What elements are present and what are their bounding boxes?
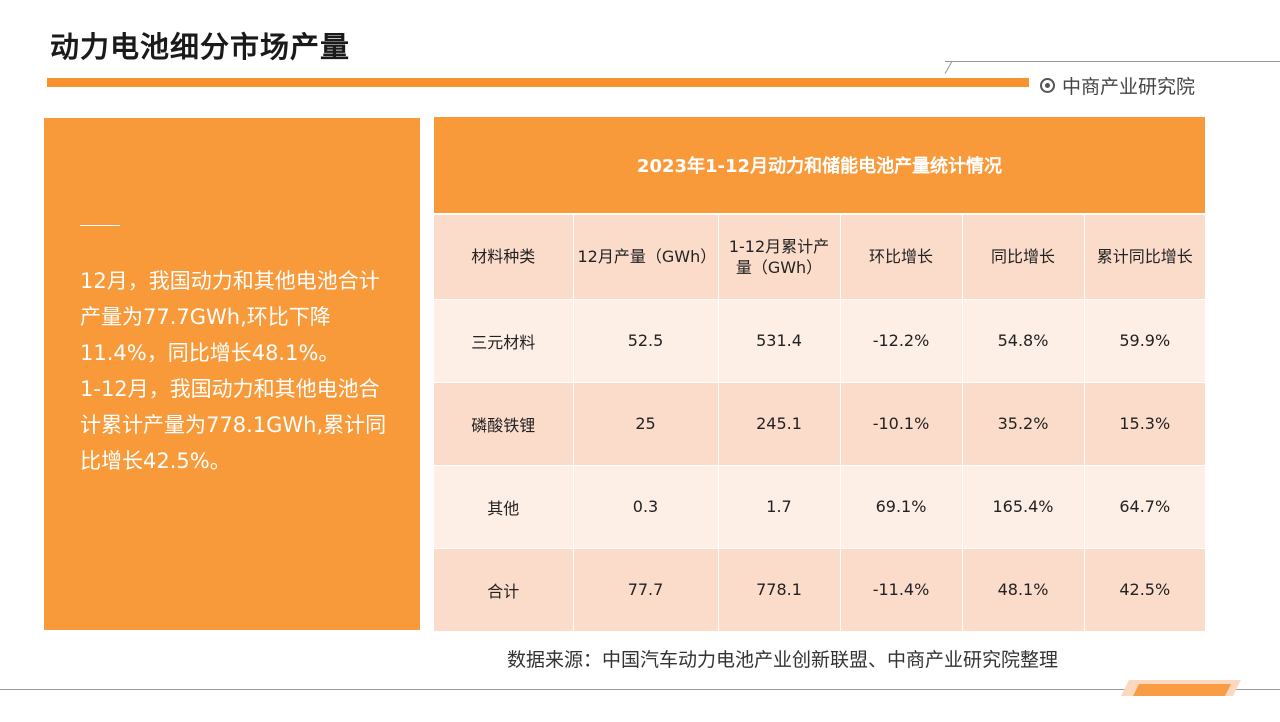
cell-dec-output: 77.7 <box>573 548 719 632</box>
header-divider-line <box>945 61 1280 62</box>
page-title: 动力电池细分市场产量 <box>50 30 351 64</box>
data-source-note: 数据来源：中国汽车动力电池产业创新联盟、中商产业研究院整理 <box>507 649 1059 671</box>
header-mom-growth: 环比增长 <box>840 215 963 300</box>
title-accent-bar <box>47 78 1029 87</box>
header-yoy-growth: 同比增长 <box>962 215 1085 300</box>
cell-dec-output: 52.5 <box>573 299 719 383</box>
cell-cumulative-output: 245.1 <box>718 382 841 466</box>
summary-paragraph-2: 1-12月，我国动力和其他电池合计累计产量为778.1GWh,累计同比增长42.… <box>80 377 387 473</box>
cell-material: 其他 <box>434 465 574 549</box>
cell-material: 合计 <box>434 548 574 632</box>
cell-yoy-growth: 165.4% <box>962 465 1085 549</box>
table-row: 三元材料 52.5 531.4 -12.2% 54.8% 59.9% <box>434 299 1205 383</box>
brand-name: 中商产业研究院 <box>1062 76 1196 98</box>
brand-circle-icon <box>1040 78 1055 93</box>
header-divider-diagonal <box>944 61 953 74</box>
footer-divider <box>0 689 1280 690</box>
cell-cumulative-output: 531.4 <box>718 299 841 383</box>
header-dec-output: 12月产量（GWh） <box>573 215 719 300</box>
summary-paragraph-1: 12月，我国动力和其他电池合计产量为77.7GWh,环比下降11.4%，同比增长… <box>80 269 380 365</box>
cell-mom-growth: -11.4% <box>840 548 963 632</box>
summary-panel <box>44 118 420 630</box>
cell-cumulative-yoy-growth: 42.5% <box>1084 548 1205 632</box>
summary-text: 12月，我国动力和其他电池合计产量为77.7GWh,环比下降11.4%，同比增长… <box>80 263 398 479</box>
header-cumulative-output: 1-12月累计产量（GWh） <box>718 215 841 300</box>
cell-yoy-growth: 48.1% <box>962 548 1085 632</box>
cell-cumulative-output: 1.7 <box>718 465 841 549</box>
cell-mom-growth: 69.1% <box>840 465 963 549</box>
production-table: 2023年1-12月动力和储能电池产量统计情况 材料种类 12月产量（GWh） … <box>434 117 1205 632</box>
footer-stripes-decoration <box>1121 680 1241 696</box>
cell-mom-growth: -12.2% <box>840 299 963 383</box>
cell-dec-output: 25 <box>573 382 719 466</box>
cell-cumulative-yoy-growth: 64.7% <box>1084 465 1205 549</box>
cell-yoy-growth: 35.2% <box>962 382 1085 466</box>
cell-material: 磷酸铁锂 <box>434 382 574 466</box>
table-header-row: 材料种类 12月产量（GWh） 1-12月累计产量（GWh） 环比增长 同比增长… <box>434 215 1205 300</box>
title-stripes-decoration <box>1000 78 1026 87</box>
cell-cumulative-output: 778.1 <box>718 548 841 632</box>
cell-mom-growth: -10.1% <box>840 382 963 466</box>
table-row: 磷酸铁锂 25 245.1 -10.1% 35.2% 15.3% <box>434 382 1205 466</box>
cell-material: 三元材料 <box>434 299 574 383</box>
brand-logo: 中商产业研究院 <box>1040 72 1195 99</box>
cell-yoy-growth: 54.8% <box>962 299 1085 383</box>
cell-cumulative-yoy-growth: 15.3% <box>1084 382 1205 466</box>
table-row: 合计 77.7 778.1 -11.4% 48.1% 42.5% <box>434 548 1205 632</box>
table-title: 2023年1-12月动力和储能电池产量统计情况 <box>434 117 1205 215</box>
header-cumulative-yoy-growth: 累计同比增长 <box>1084 215 1205 300</box>
cell-dec-output: 0.3 <box>573 465 719 549</box>
cell-cumulative-yoy-growth: 59.9% <box>1084 299 1205 383</box>
header-material: 材料种类 <box>434 215 574 300</box>
table-row: 其他 0.3 1.7 69.1% 165.4% 64.7% <box>434 465 1205 549</box>
summary-divider <box>80 225 120 226</box>
